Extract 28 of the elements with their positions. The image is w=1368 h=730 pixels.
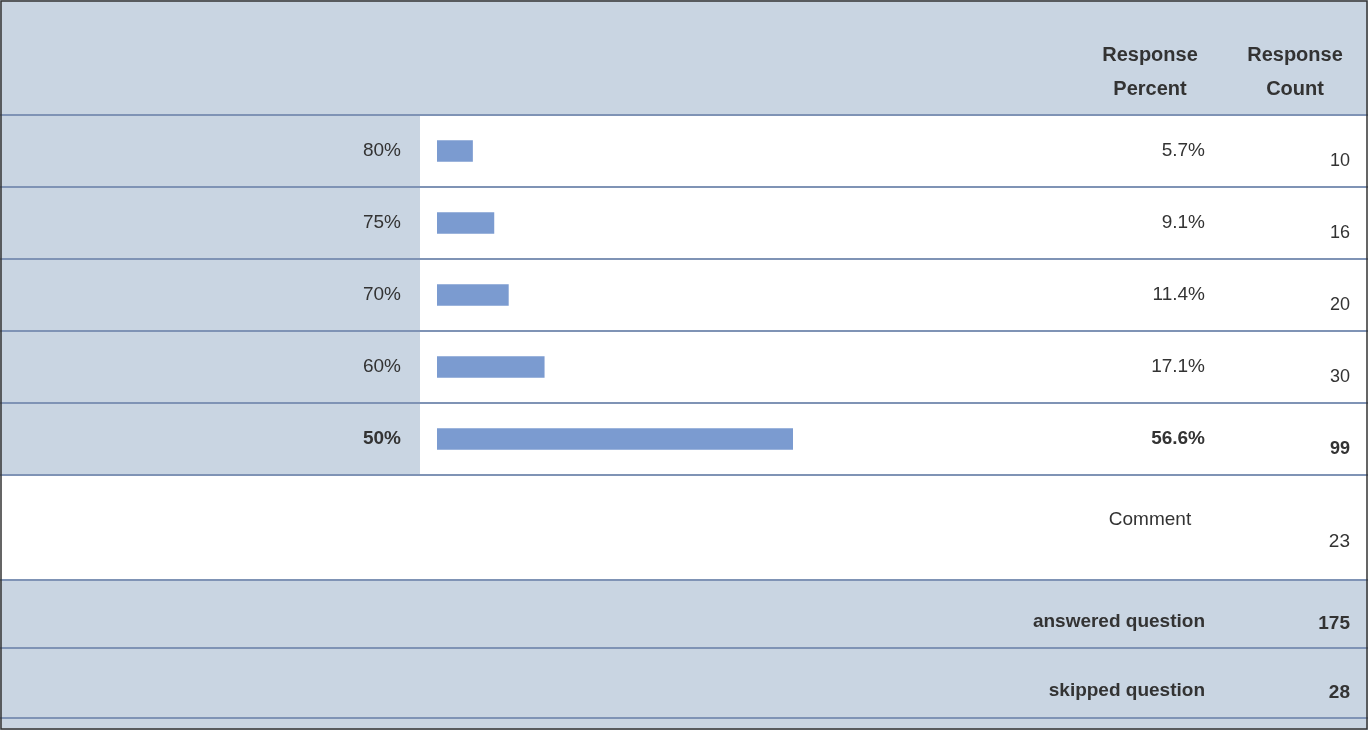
text: 30	[1329, 365, 1350, 386]
bar	[437, 140, 473, 162]
text: Response Count	[1247, 42, 1343, 99]
text: 23	[1328, 530, 1350, 552]
y-tick-label: 80%	[362, 139, 402, 161]
bar	[437, 428, 793, 450]
bar	[437, 284, 509, 306]
text: Response Percent	[1102, 42, 1198, 99]
y-tick-label: 60%	[362, 355, 402, 377]
text: skipped question	[1048, 679, 1205, 701]
y-tick-label: 70%	[362, 283, 402, 305]
text: 175	[1318, 612, 1351, 634]
text: 28	[1328, 681, 1350, 703]
data-label: 5.7%	[1161, 139, 1206, 161]
bar	[437, 356, 545, 378]
text: answered question	[1032, 610, 1205, 632]
text: Comment	[1108, 508, 1192, 530]
data-label: 9.1%	[1161, 211, 1206, 233]
bar	[437, 212, 495, 234]
y-tick-label: 75%	[362, 211, 402, 233]
data-label: 56.6%	[1151, 427, 1206, 449]
data-label: 17.1%	[1151, 355, 1206, 377]
data-label: 11.4%	[1152, 283, 1206, 305]
y-tick-label: 50%	[362, 427, 402, 449]
text: 99	[1329, 437, 1350, 458]
text: 16	[1329, 221, 1350, 242]
text: 20	[1329, 293, 1350, 314]
text: 10	[1329, 149, 1350, 170]
